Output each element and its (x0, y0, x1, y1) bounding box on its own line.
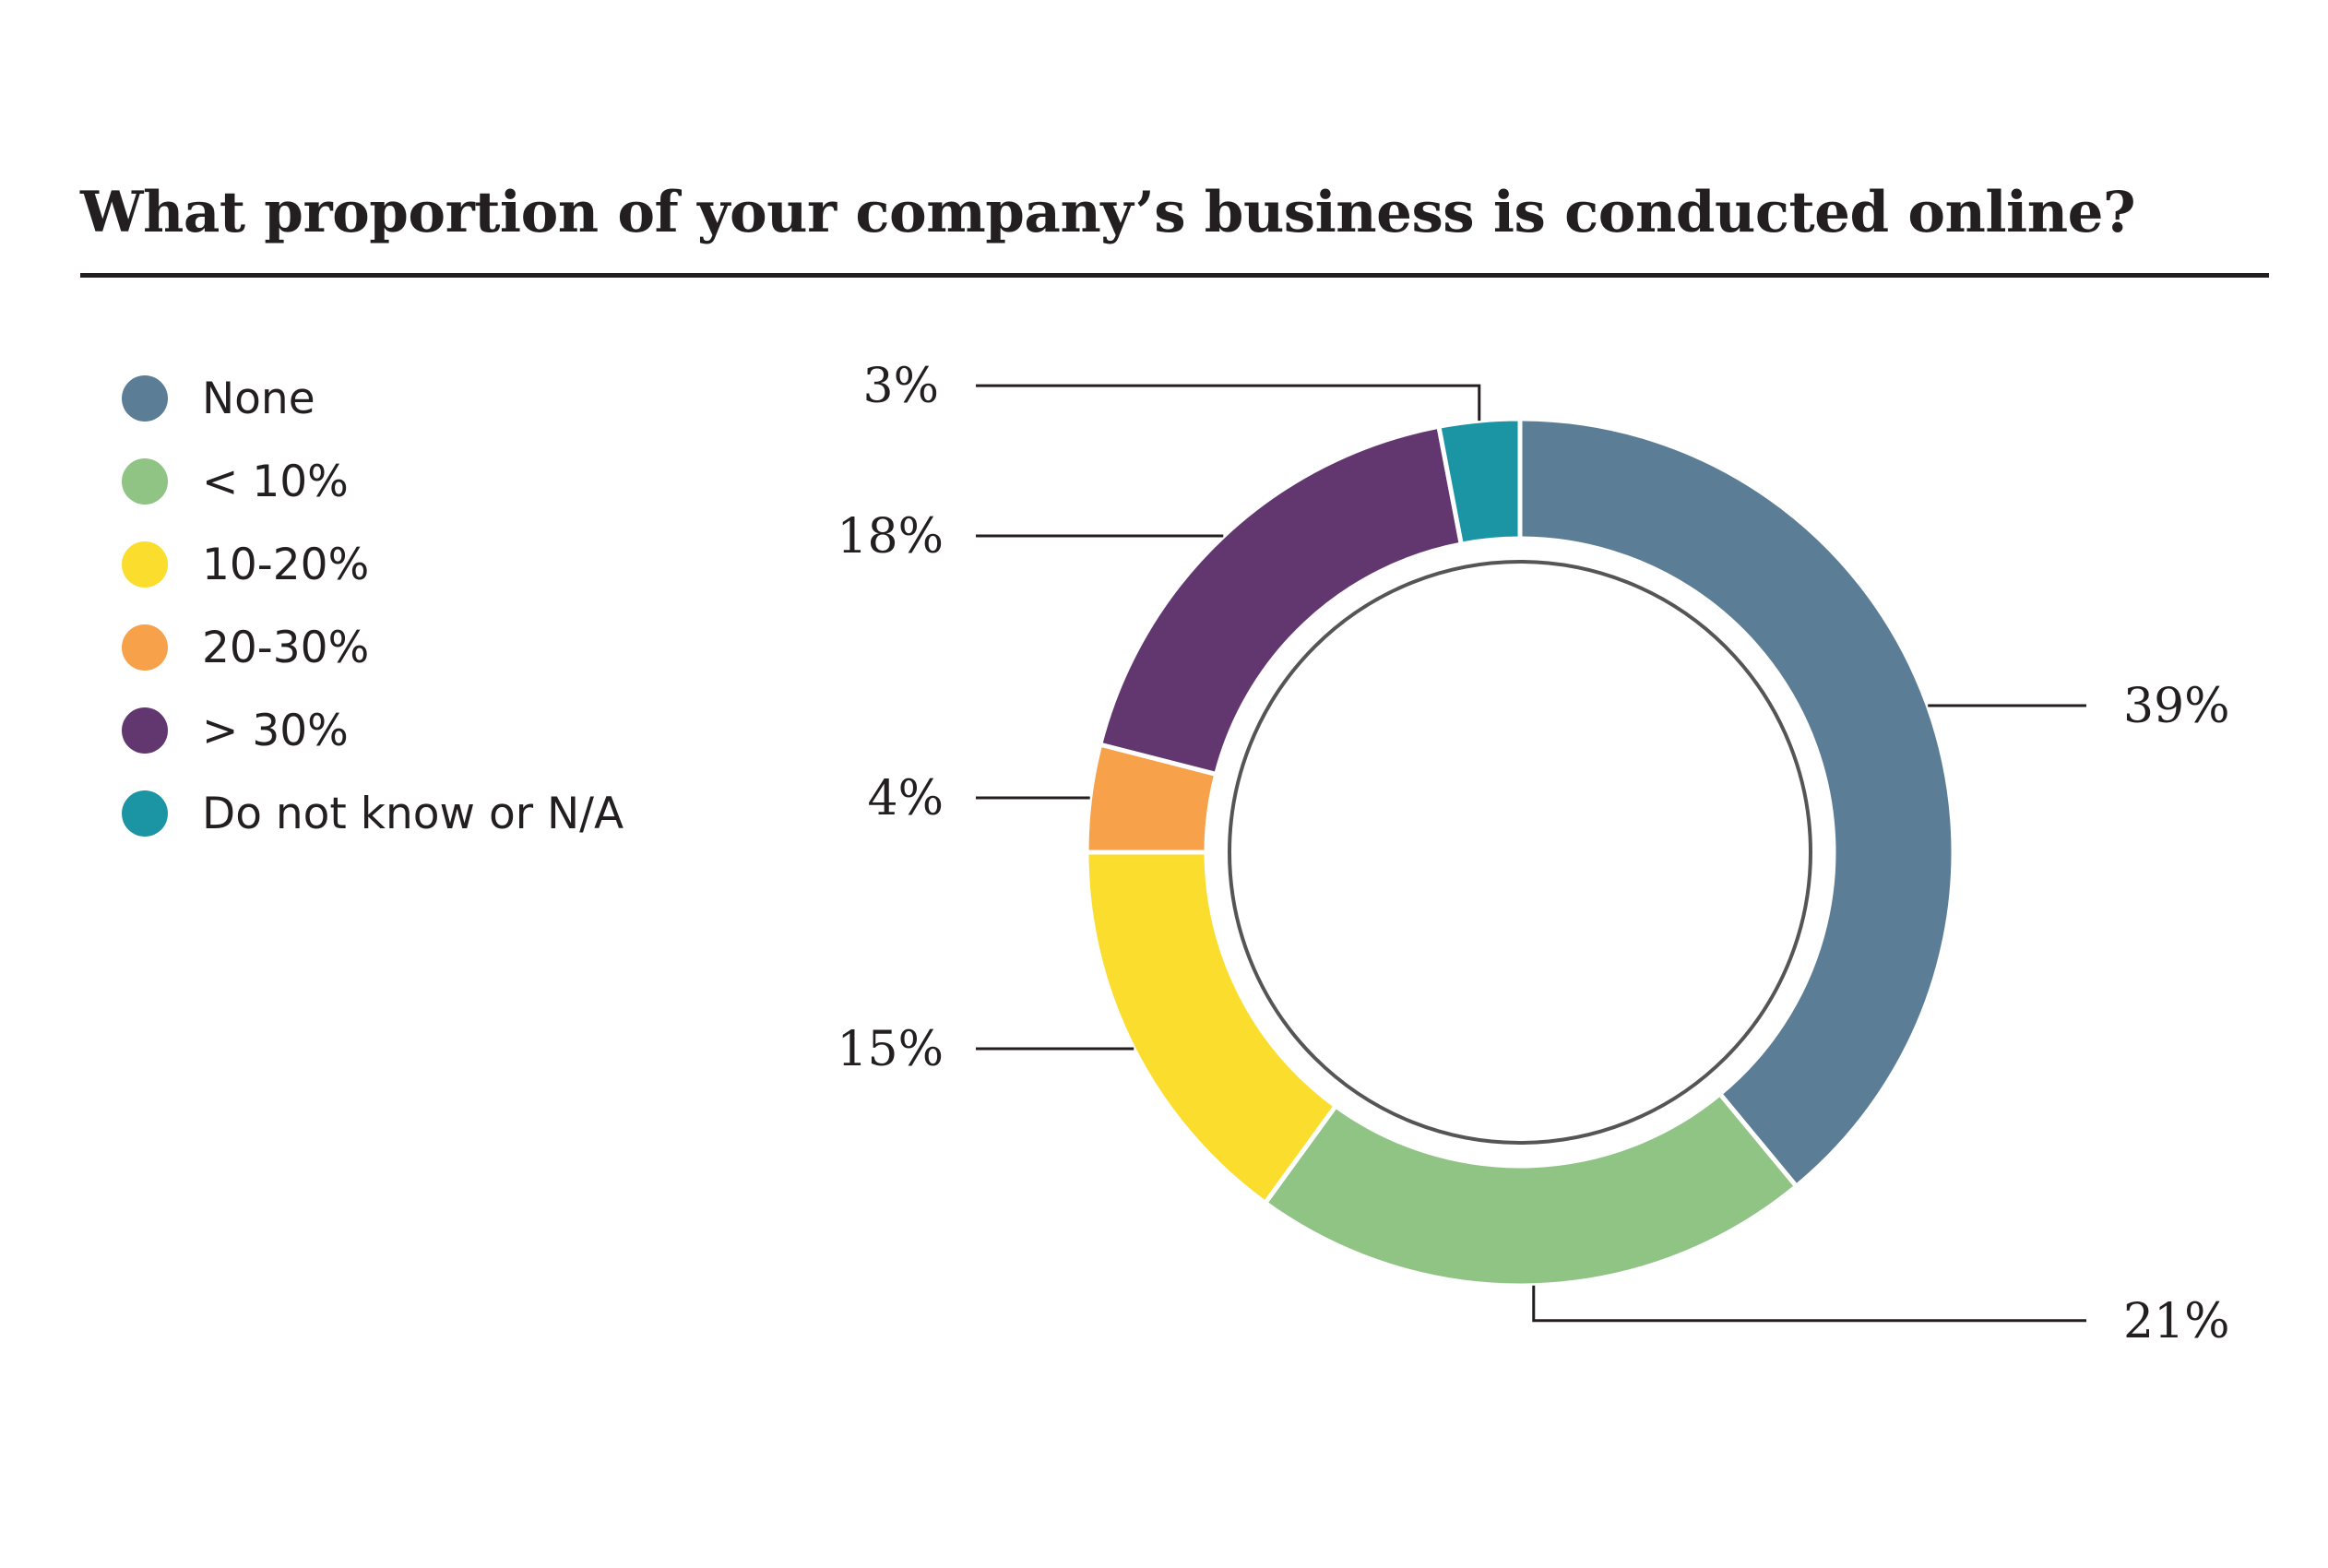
legend-item: < 10% (122, 454, 349, 509)
inner-ring (1228, 560, 1812, 1145)
legend-item: Do not know or N/A (122, 786, 624, 841)
legend-label: 20-30% (202, 622, 370, 673)
legend-item: > 30% (122, 703, 349, 758)
data-label: 4% (868, 771, 944, 826)
legend-label: Do not know or N/A (202, 788, 624, 839)
donut-slice (1517, 416, 1956, 1190)
legend-swatch (122, 624, 168, 671)
legend-label: < 10% (202, 456, 349, 507)
leader-line (1532, 1285, 2086, 1323)
legend-label: None (202, 373, 315, 424)
data-label: 18% (837, 509, 944, 564)
legend-swatch (122, 790, 168, 837)
legend-item: 10-20% (122, 537, 369, 592)
data-label: 39% (2123, 679, 2230, 734)
title-rule (80, 273, 2269, 278)
legend-swatch (122, 458, 168, 505)
legend-label: 10-20% (202, 539, 370, 590)
data-label: 21% (2123, 1294, 2230, 1349)
leader-line (976, 384, 1481, 422)
data-label: 15% (837, 1022, 944, 1077)
legend-swatch (122, 541, 168, 588)
legend-item: None (122, 371, 315, 426)
legend-label: > 30% (202, 705, 349, 756)
chart-title: What proportion of your company’s busine… (80, 180, 2136, 245)
legend-swatch (122, 707, 168, 754)
donut-slice (1084, 849, 1339, 1206)
data-label: 3% (863, 359, 940, 414)
donut-slice (1097, 423, 1465, 778)
legend-swatch (122, 375, 168, 422)
legend-item: 20-30% (122, 620, 369, 675)
donut-slice (1262, 1090, 1800, 1289)
donut-slice (1436, 416, 1523, 547)
